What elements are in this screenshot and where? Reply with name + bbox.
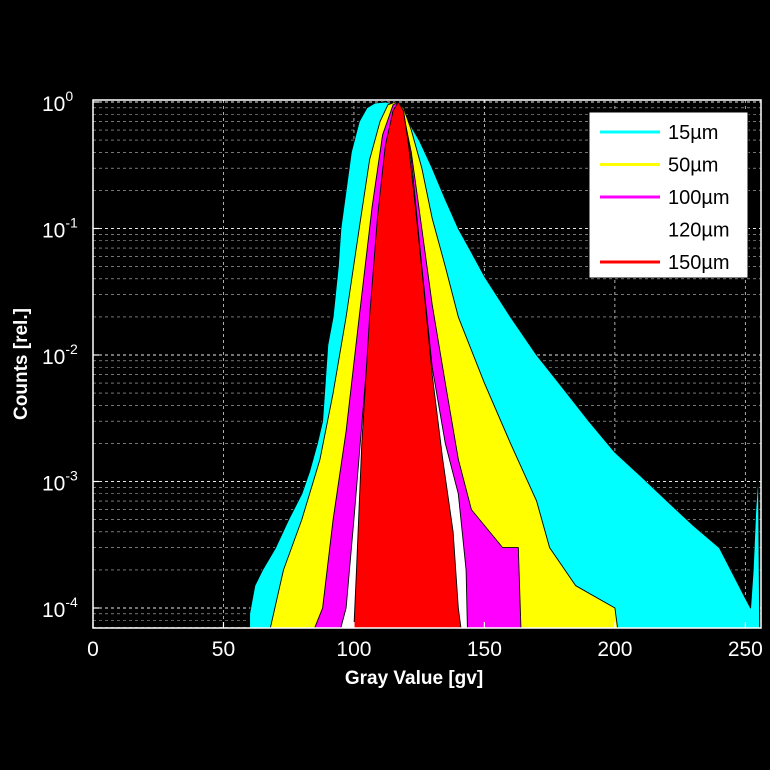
legend-label: 120µm <box>668 220 730 242</box>
x-tick-label: 250 <box>728 638 763 661</box>
legend: 15µm 50µm 100µm 120µm 150µm <box>588 111 749 279</box>
x-tick-label: 200 <box>597 638 632 661</box>
x-tick-label: 150 <box>467 638 502 661</box>
legend-label: 100µm <box>668 187 730 209</box>
y-axis-label: Counts [rel.] <box>11 308 32 420</box>
y-tick-label: 10-2 <box>42 341 78 369</box>
series-area <box>353 101 462 629</box>
x-tick-label: 0 <box>87 638 99 661</box>
x-tick-label: 100 <box>336 638 371 661</box>
plot-frame <box>92 99 762 629</box>
legend-label: 15µm <box>668 122 718 144</box>
legend-label: 50µm <box>668 155 718 177</box>
series-areas <box>249 101 761 629</box>
axis-ticks: 0 50 100 150 200 250 100 10-1 10-2 10-3 10-4 <box>42 88 763 661</box>
legend-box <box>588 111 749 279</box>
x-axis-label: Gray Value [gv] <box>345 668 483 689</box>
legend-label: 150µm <box>668 252 730 274</box>
y-tick-label: 100 <box>42 88 73 116</box>
y-tick-label: 10-3 <box>42 468 78 496</box>
x-tick-label: 50 <box>212 638 235 661</box>
y-tick-label: 10-4 <box>42 594 78 622</box>
y-tick-label: 10-1 <box>42 215 78 243</box>
